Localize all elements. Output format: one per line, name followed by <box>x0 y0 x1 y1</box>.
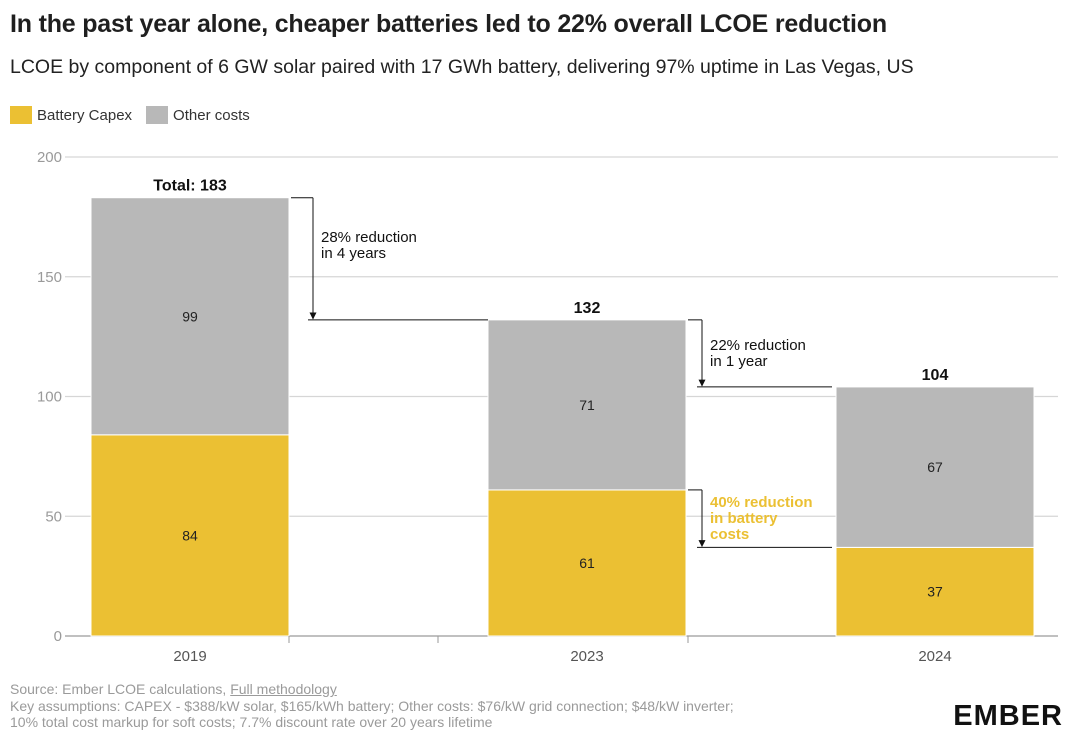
annotation-text-1-line-2: in 4 years <box>321 245 386 262</box>
ember-logo: EMBER <box>953 700 1063 732</box>
annotation-text-1-line-1: 28% reduction <box>321 229 417 246</box>
y-tick-label-0: 0 <box>54 628 62 645</box>
chart-title: In the past year alone, cheaper batterie… <box>10 10 887 38</box>
data-label-battery-capex-2019: 84 <box>182 527 198 543</box>
assumptions-line-2: 10% total cost markup for soft costs; 7.… <box>10 714 493 730</box>
y-tick-label-200: 200 <box>37 149 62 166</box>
assumptions-line-1: Key assumptions: CAPEX - $388/kW solar, … <box>10 697 734 714</box>
legend-swatch-battery-capex <box>10 106 32 124</box>
data-label-battery-capex-2023: 61 <box>579 555 595 571</box>
total-label-2023: 132 <box>574 300 601 317</box>
stacked-bar-chart: 0 50 100 150 200 84 99 Total: 183 2019 61 71 132 202… <box>37 149 1058 665</box>
chart-subtitle: LCOE by component of 6 GW solar paired w… <box>10 56 914 78</box>
total-label-2019: Total: 183 <box>153 178 227 195</box>
source-text: Source: Ember LCOE calculations, <box>10 681 231 697</box>
data-label-other-costs-2019: 99 <box>182 308 198 324</box>
source-line: Source: Ember LCOE calculations, Full me… <box>10 681 734 698</box>
data-label-battery-capex-2024: 37 <box>927 584 943 600</box>
bar-other-costs-2023 <box>487 319 687 491</box>
y-tick-label-100: 100 <box>37 389 62 406</box>
annotation-text-2-line-2: in 1 year <box>710 353 768 370</box>
bar-other-costs-2024 <box>835 386 1035 548</box>
annotation-text-2-line-1: 22% reduction <box>710 337 806 354</box>
bar-battery-capex-2019 <box>90 434 290 637</box>
x-tick-label-2024: 2024 <box>918 648 951 665</box>
x-tick-label-2019: 2019 <box>173 648 206 665</box>
y-tick-label-150: 150 <box>37 269 62 286</box>
bar-battery-capex-2024 <box>835 546 1035 637</box>
total-label-2024: 104 <box>922 367 949 384</box>
y-tick-label-50: 50 <box>45 508 62 525</box>
legend-label-battery-capex: Battery Capex <box>37 106 133 124</box>
legend-swatch-other-costs <box>146 106 169 124</box>
annotation-text-3-line-3: costs <box>710 526 749 543</box>
legend-label-other-costs: Other costs <box>173 106 250 124</box>
data-label-other-costs-2024: 67 <box>927 459 943 475</box>
annotation-text-3-line-2: in battery <box>710 510 778 527</box>
footer: Source: Ember LCOE calculations, Full me… <box>10 681 734 731</box>
legend: Battery Capex Other costs <box>10 106 264 124</box>
legend-item-battery-capex: Battery Capex <box>10 106 132 124</box>
annotation-text-3-line-1: 40% reduction <box>710 494 813 511</box>
x-tick-label-2023: 2023 <box>570 648 603 665</box>
methodology-link[interactable]: Full methodology <box>230 681 337 697</box>
legend-item-other-costs: Other costs <box>146 106 250 124</box>
bar-other-costs-2019 <box>90 197 290 436</box>
data-label-other-costs-2023: 71 <box>579 397 595 413</box>
